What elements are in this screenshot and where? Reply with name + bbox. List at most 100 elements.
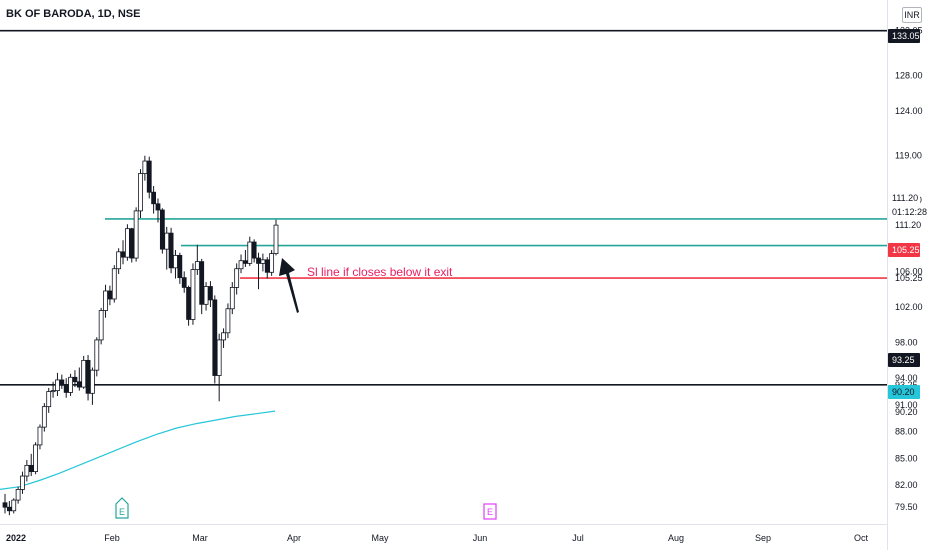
candle-body (103, 290, 108, 311)
candle-body (46, 391, 52, 408)
candle-body (2, 502, 8, 508)
y-tick-label: 124.00 (895, 106, 923, 116)
candle-body (208, 286, 213, 301)
earnings-marker (483, 503, 497, 520)
candle-body (151, 191, 157, 205)
candle-body (116, 251, 122, 270)
earnings-marker (115, 497, 129, 519)
candle-body (11, 499, 17, 512)
currency-badge[interactable]: INR (902, 7, 922, 23)
candle-body (181, 277, 187, 288)
candle-body (260, 259, 266, 264)
candle-body (225, 308, 231, 334)
price-label-box (888, 243, 920, 257)
candle-body (273, 224, 279, 255)
y-tick-label: 79.50 (895, 502, 918, 512)
x-tick-label: Mar (192, 533, 208, 543)
x-tick-label: Apr (287, 533, 301, 543)
candle-body (251, 241, 257, 259)
candle-body (85, 359, 91, 394)
symbol-title: BK OF BARODA, 1D, NSE (6, 8, 141, 20)
candle-body (59, 379, 65, 386)
candle-body (203, 286, 209, 305)
candle-body (94, 339, 100, 371)
candle-body (212, 299, 218, 376)
y-tick-label: 119.00 (895, 151, 922, 161)
annotation-text: Sl line if closes below it exit (307, 265, 453, 279)
candle-body (216, 339, 222, 376)
y-tick-label: 105.25 (895, 273, 923, 283)
y-tick-label: 111.20 (895, 220, 921, 230)
earnings-marker-label: E (119, 507, 125, 517)
candle-body (107, 290, 113, 300)
price-label-box (888, 29, 920, 43)
time-axis-divider (0, 524, 887, 525)
candle-body (81, 359, 87, 388)
price-label-text: 90.20 (892, 387, 915, 397)
price-label-box (888, 205, 920, 219)
y-tick-label: 85.00 (895, 453, 918, 463)
price-label-text: 133.05 (892, 31, 920, 41)
candle-body (120, 251, 126, 258)
price-label-text: 93.25 (892, 355, 915, 365)
candle-body (20, 475, 25, 490)
x-tick-label: 2022 (6, 533, 26, 543)
x-tick-label: Aug (668, 533, 684, 543)
candle-body (24, 464, 30, 477)
candle-body (28, 464, 34, 473)
y-tick-label: 98.00 (895, 338, 918, 348)
candle-body (247, 241, 253, 264)
candle-body (269, 253, 275, 273)
candle-body (146, 160, 152, 193)
earnings-marker-label: E (487, 507, 493, 517)
candle-body (194, 261, 200, 271)
candle-body (6, 506, 12, 512)
candle-body (234, 268, 240, 288)
candle-body (63, 384, 69, 393)
candle-body (55, 379, 60, 392)
x-tick-label: Sep (755, 533, 771, 543)
y-tick-label: 88.00 (895, 427, 918, 437)
candle-body (68, 376, 73, 393)
candle-body (229, 287, 235, 310)
moving-average-line (0, 410, 276, 490)
candle-body (238, 260, 244, 270)
candle-body (190, 269, 196, 320)
price-label-box (888, 353, 920, 367)
candle-body (142, 160, 148, 174)
y-tick-label: 128.00 (895, 71, 923, 81)
candle-body (199, 261, 205, 305)
x-tick-label: Jun (473, 533, 488, 543)
y-tick-label: 94.00 (895, 373, 918, 383)
candle-body (221, 332, 226, 341)
candle-body (50, 390, 56, 393)
price-label-text: 105.25 (892, 245, 920, 255)
candle-body (37, 426, 43, 446)
candle-body (111, 268, 117, 300)
candle-body (98, 310, 104, 341)
y-tick-label: 91.00 (895, 400, 918, 410)
candle-body (159, 209, 165, 250)
y-tick-label: 93.25 (895, 380, 918, 390)
y-tick-label: 82.00 (895, 480, 918, 490)
candle-body (124, 228, 130, 258)
candle-body (133, 210, 139, 259)
candle-body (256, 257, 261, 264)
x-tick-label: Feb (104, 533, 120, 543)
candle-body (264, 259, 270, 273)
candle-body (168, 232, 174, 269)
candle-body (72, 376, 78, 383)
candle-body (138, 173, 143, 212)
y-tick-label: 102.00 (895, 302, 923, 312)
candle-body (164, 232, 170, 250)
candle-body (243, 260, 248, 264)
candle-body (186, 287, 191, 320)
candle-body (90, 369, 95, 394)
x-tick-label: Jul (572, 533, 584, 543)
x-tick-label: Oct (854, 533, 869, 543)
price-label-box (888, 191, 920, 205)
x-tick-label: May (371, 533, 389, 543)
candle-body (76, 381, 82, 388)
